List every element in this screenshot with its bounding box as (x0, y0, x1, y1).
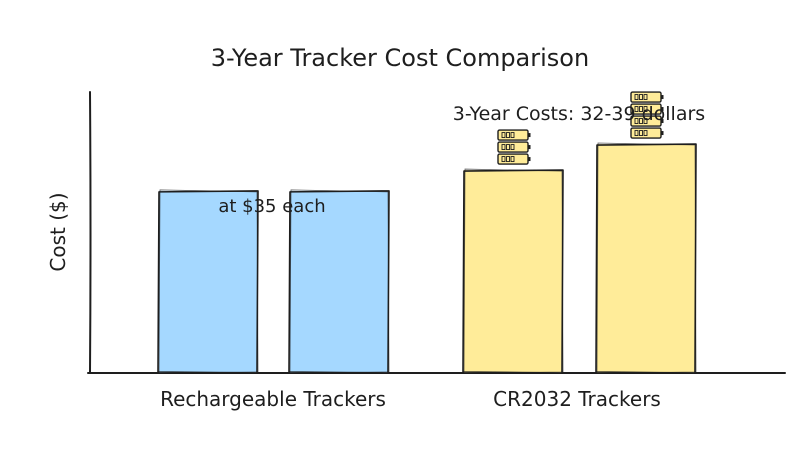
category-label: CR2032 Trackers (493, 387, 661, 411)
battery-terminal (661, 107, 664, 112)
battery-body (497, 129, 529, 141)
y-axis-label: Cost ($) (46, 192, 70, 271)
bars (157, 142, 697, 374)
battery-terminal (528, 157, 531, 162)
battery-body (497, 153, 529, 165)
bar (157, 189, 259, 374)
bar-outline-sketch (596, 142, 697, 374)
battery-icon (630, 127, 664, 139)
battery-terminal (661, 95, 664, 100)
battery-cell (510, 132, 515, 139)
battery-terminal (528, 145, 531, 150)
battery-cell (634, 106, 639, 112)
battery-cell (510, 156, 515, 163)
battery-terminal (528, 133, 531, 138)
battery-cell (643, 130, 648, 136)
battery-cell (506, 132, 510, 139)
bar (462, 168, 564, 374)
battery-cell (501, 156, 506, 163)
battery-icon (630, 115, 664, 127)
battery-cell (639, 94, 643, 100)
battery-cell (634, 94, 639, 100)
battery-cell (501, 132, 506, 139)
annotation-label: at $35 each (218, 196, 325, 217)
battery-cell (643, 106, 648, 112)
battery-terminal (661, 119, 664, 124)
battery-icon (630, 91, 664, 103)
battery-icon (630, 103, 664, 115)
battery-body (630, 91, 662, 103)
annotation-label: 3-Year Costs: 32-39 dollars (453, 103, 705, 125)
battery-cell (639, 118, 643, 124)
battery-icon (497, 141, 531, 153)
bar-fill (597, 144, 695, 373)
battery-cell (506, 156, 510, 163)
bar (288, 189, 390, 374)
battery-cell (643, 118, 648, 124)
category-label: Rechargeable Trackers (160, 387, 386, 411)
battery-cell (639, 130, 643, 136)
bar-outline-sketch (289, 189, 390, 374)
battery-icons (497, 91, 664, 165)
battery-cell (643, 94, 648, 100)
bar-outline-sketch (158, 189, 259, 374)
bar-fill (159, 190, 257, 373)
battery-cell (510, 144, 515, 151)
y-axis-line (89, 91, 92, 374)
bar-fill (290, 190, 388, 373)
battery-body (630, 127, 662, 139)
battery-body (497, 141, 529, 153)
battery-icon (497, 129, 531, 141)
bar-fill (464, 170, 562, 373)
battery-terminal (661, 131, 664, 136)
bar (595, 142, 697, 374)
battery-cell (634, 118, 639, 124)
bar-outline-sketch (463, 168, 564, 374)
battery-cell (506, 144, 510, 151)
battery-cell (639, 106, 643, 112)
battery-cell (501, 144, 506, 151)
battery-icon (497, 153, 531, 165)
chart-title: 3-Year Tracker Cost Comparison (211, 44, 589, 72)
battery-cell (634, 130, 639, 136)
